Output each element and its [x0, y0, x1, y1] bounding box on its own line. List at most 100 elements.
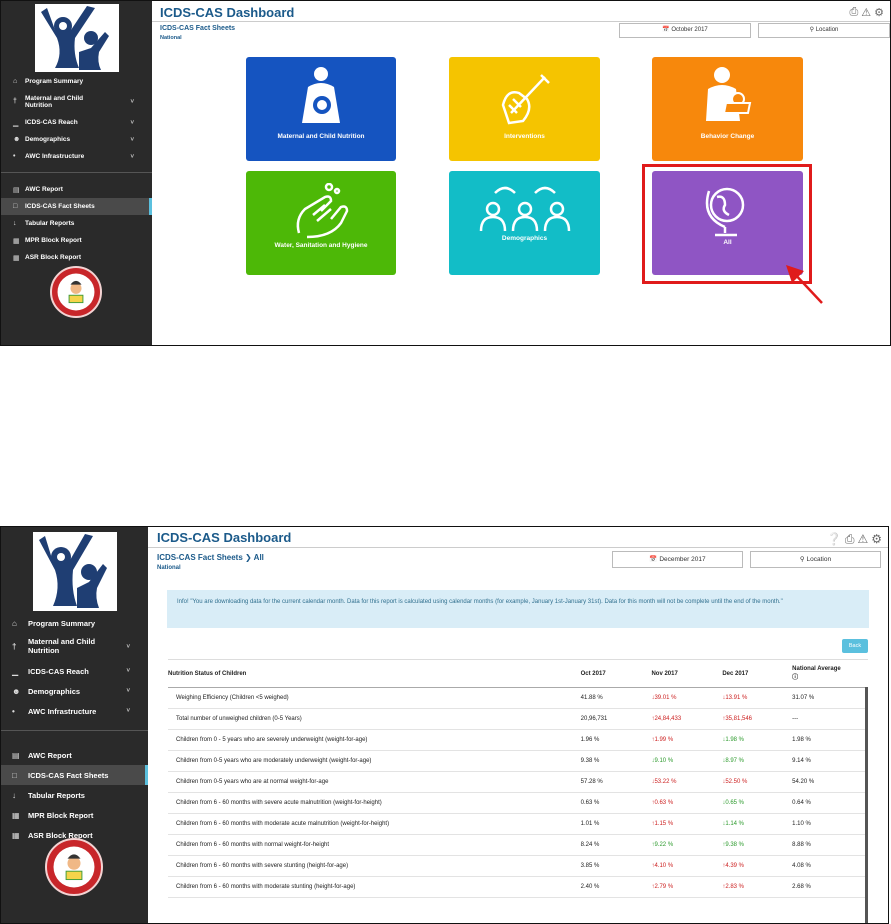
sidebar-item-tabular-reports[interactable]: ↓ Tabular Reports [1, 785, 148, 805]
home-icon: ⌂ [13, 78, 18, 85]
sidebar: ⌂ Program Summary † Maternal and Child Nutr… [1, 1, 152, 345]
sidebar-item-label: Maternal and Child Nutrition [25, 94, 84, 109]
gear-icon[interactable]: ⚙ [874, 7, 884, 19]
report-icon: ▤ [12, 750, 20, 760]
table-row: Weighing Efficiency (Children <5 weighed… [168, 687, 868, 709]
sidebar-item-demographics[interactable]: ☻ Demographics ˅ [1, 681, 148, 701]
sidebar-item-icds-cas-reach[interactable]: ▁ ICDS-CAS Reach ˅ [1, 661, 148, 681]
sidebar-item-mpr-block-report[interactable]: ▦ MPR Block Report [1, 805, 148, 825]
chevron-down-icon: ˅ [130, 119, 134, 126]
table-cell-dec: ↑2.83 % [722, 876, 793, 898]
scope-label: National [157, 565, 181, 571]
download-icon: ↓ [12, 790, 16, 800]
sidebar-item-program-summary[interactable]: ⌂ Program Summary [1, 73, 152, 90]
pregnant-woman-icon [302, 67, 340, 123]
arrow-up-icon: ↑ [651, 716, 655, 722]
table-cell-metric: Children from 6 - 60 months with moderat… [168, 876, 581, 898]
table-cell-avg: --- [792, 708, 868, 730]
arrow-down-icon: ↓ [722, 695, 726, 701]
table-cell-metric: Children from 0 - 5 years who are severe… [168, 729, 581, 751]
tile-maternal-child-nutrition[interactable]: Maternal and Child Nutrition [246, 57, 396, 161]
tile-all[interactable]: All [652, 171, 803, 275]
location-filter[interactable]: ⚲ Location [758, 23, 890, 38]
sidebar-item-awc-infrastructure[interactable]: • AWC Infrastructure ˅ [1, 701, 148, 721]
breadcrumb: ICDS-CAS Fact Sheets ❯ All [157, 553, 264, 562]
nav-main: ⌂ Program Summary † Maternal and Child Nutr… [1, 613, 148, 721]
sidebar-item-icds-cas-fact-sheets[interactable]: □ ICDS-CAS Fact Sheets [1, 765, 148, 785]
tile-behavior-change[interactable]: Behavior Change [652, 57, 803, 161]
bulb-icon: • [12, 706, 15, 716]
arrow-down-icon: ↓ [722, 779, 726, 785]
sidebar-item-label: AWC Report [28, 750, 72, 760]
arrow-down-icon: ↓ [722, 737, 726, 743]
main-content: ICDS-CAS Dashboard ⎙ ⚠ ⚙ ICDS-CAS Fact S… [152, 1, 890, 345]
breadcrumb-current: All [253, 553, 264, 562]
person-icon: † [13, 97, 17, 105]
toolbar-icons: ⎙ ⚠ ⚙ [849, 6, 884, 19]
sidebar-item-label: ICDS-CAS Fact Sheets [25, 203, 95, 210]
sidebar-item-program-summary[interactable]: ⌂ Program Summary [1, 613, 148, 633]
table-row: Children from 6 - 60 months with normal … [168, 834, 868, 856]
sidebar-item-icds-cas-reach[interactable]: ▁ ICDS-CAS Reach ˅ [1, 114, 152, 131]
breadcrumb-parent[interactable]: ICDS-CAS Fact Sheets [157, 553, 243, 562]
table-cell-nov: ↑2.79 % [651, 876, 723, 898]
date-filter[interactable]: 📅 October 2017 [619, 23, 751, 38]
scrollbar[interactable] [865, 687, 868, 923]
sidebar-item-label: Maternal and Child Nutrition [28, 637, 96, 655]
chevron-down-icon: ˅ [130, 136, 134, 143]
sidebar-item-maternal-and-child-nutrition[interactable]: † Maternal and Child Nutrition ˅ [1, 90, 152, 114]
table-cell-nov: ↑1.99 % [651, 729, 723, 751]
print-icon[interactable]: ⎙ [844, 532, 855, 546]
tile-wash[interactable]: Water, Sanitation and Hygiene [246, 171, 396, 275]
sidebar-item-awc-infrastructure[interactable]: • AWC Infrastructure ˅ [1, 148, 152, 165]
help-icon[interactable]: ❔ [826, 532, 842, 546]
grid-icon: ▦ [12, 830, 20, 840]
table-cell-dec: ↓8.97 % [722, 750, 793, 772]
arrow-up-icon: ↑ [651, 863, 655, 869]
icds-logo [33, 532, 117, 611]
tile-demographics[interactable]: Demographics [449, 171, 600, 275]
info-icon[interactable]: ⓘ [792, 675, 799, 681]
sidebar-item-awc-report[interactable]: ▤ AWC Report [1, 745, 148, 765]
warning-icon[interactable]: ⚠ [857, 532, 869, 546]
table-cell-nov: ↑24,84,433 [651, 708, 723, 730]
location-filter[interactable]: ⚲ Location [750, 551, 881, 568]
arrow-up-icon: ↑ [651, 737, 655, 743]
table-cell-metric: Children from 6 - 60 months with moderat… [168, 813, 581, 835]
table-cell-metric: Children from 6 - 60 months with severe … [168, 855, 581, 877]
sidebar-item-icds-cas-fact-sheets[interactable]: □ ICDS-CAS Fact Sheets [1, 198, 152, 215]
selection-highlight [642, 164, 812, 284]
sidebar-item-maternal-and-child-nutrition[interactable]: † Maternal and Child Nutrition ˅ [1, 633, 148, 661]
main-content: ICDS-CAS Dashboard ❔ ⎙ ⚠ ⚙ ICDS-CAS Fact… [148, 527, 888, 923]
icds-logo [35, 4, 119, 72]
arrow-down-icon: ↓ [722, 800, 726, 806]
sidebar-item-awc-report[interactable]: ▤ AWC Report [1, 181, 152, 198]
table-cell-oct: 3.85 % [580, 855, 652, 877]
table-cell-nov: ↓9.10 % [651, 750, 723, 772]
sidebar-item-label: ICDS-CAS Fact Sheets [28, 770, 109, 780]
home-icon: ⌂ [12, 618, 17, 628]
table-cell-oct: 0.63 % [580, 792, 652, 814]
chevron-down-icon: ˅ [126, 668, 130, 674]
chevron-right-icon: ❯ [245, 553, 252, 562]
header-divider [148, 547, 888, 548]
gear-icon[interactable]: ⚙ [871, 532, 882, 546]
table-cell-oct: 8.24 % [580, 834, 652, 856]
sidebar-item-mpr-block-report[interactable]: ▦ MPR Block Report [1, 232, 152, 249]
sidebar-item-demographics[interactable]: ☻ Demographics ˅ [1, 131, 152, 148]
warning-icon[interactable]: ⚠ [861, 7, 872, 19]
users-icon: ☻ [13, 136, 21, 143]
table-cell-dec: ↓1.14 % [722, 813, 793, 835]
sidebar-item-asr-block-report[interactable]: ▦ ASR Block Report [1, 249, 152, 266]
column-header: Nutrition Status of Children [168, 659, 581, 688]
print-icon[interactable]: ⎙ [849, 6, 859, 18]
tile-interventions[interactable]: Interventions [449, 57, 600, 161]
back-button[interactable]: Back [842, 639, 868, 653]
table-cell-dec: ↓13.91 % [722, 687, 793, 709]
sidebar-item-tabular-reports[interactable]: ↓ Tabular Reports [1, 215, 152, 232]
arrow-down-icon: ↓ [722, 821, 726, 827]
table-cell-metric: Children from 0-5 years who are moderate… [168, 750, 581, 772]
syringe-hand-icon [501, 74, 550, 125]
date-filter[interactable]: 📅 December 2017 [612, 551, 743, 568]
sidebar-item-asr-block-report[interactable]: ▦ ASR Block Report [1, 825, 148, 845]
